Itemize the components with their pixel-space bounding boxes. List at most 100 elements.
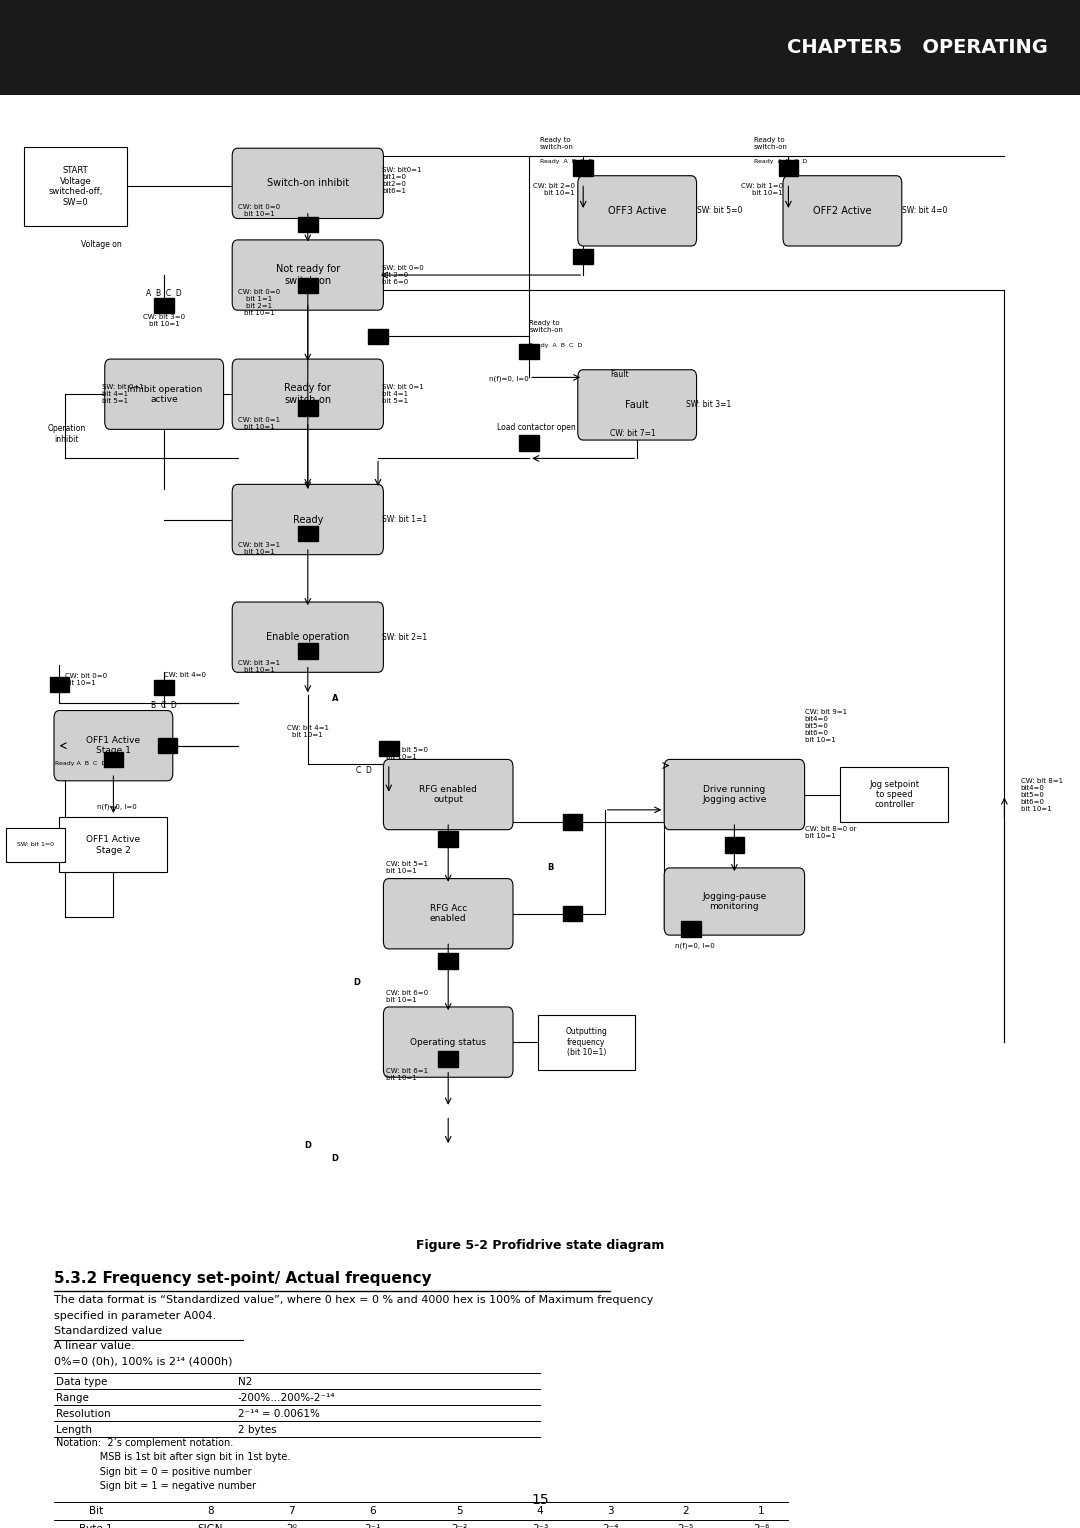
Bar <box>438 953 458 969</box>
Text: Fault: Fault <box>610 370 629 379</box>
Text: Figure 5-2 Profidrive state diagram: Figure 5-2 Profidrive state diagram <box>416 1239 664 1251</box>
Text: Jogging-pause
monitoring: Jogging-pause monitoring <box>702 892 767 911</box>
Text: D: D <box>305 1141 311 1151</box>
Text: 1: 1 <box>758 1507 765 1516</box>
Text: Ready  A  B  C  D: Ready A B C D <box>540 159 593 165</box>
Text: CW: bit 5=0
bit 10=1: CW: bit 5=0 bit 10=1 <box>386 747 428 759</box>
Bar <box>6 828 65 862</box>
Text: RFG enabled
output: RFG enabled output <box>419 785 477 804</box>
Text: Ready  A  B  C  D: Ready A B C D <box>529 342 582 348</box>
Text: CW: bit 0=0
bit 1=1
bit 2=1
bit 10=1: CW: bit 0=0 bit 1=1 bit 2=1 bit 10=1 <box>238 289 281 316</box>
Text: CW: bit 2=0
bit 10=1: CW: bit 2=0 bit 10=1 <box>532 183 575 196</box>
Text: SW: bit 0=1
bit 4=1
bit 5=1: SW: bit 0=1 bit 4=1 bit 5=1 <box>102 384 144 405</box>
Text: CW: bit 0=1
bit 10=1: CW: bit 0=1 bit 10=1 <box>238 417 281 429</box>
Text: CW: bit 4=1
bit 10=1: CW: bit 4=1 bit 10=1 <box>287 726 328 738</box>
Text: n(f)=0, I=0: n(f)=0, I=0 <box>489 376 529 382</box>
Text: 15: 15 <box>531 1493 549 1508</box>
Text: CW: bit 1=0
bit 10=1: CW: bit 1=0 bit 10=1 <box>741 183 783 196</box>
FancyBboxPatch shape <box>783 176 902 246</box>
Text: SW: bit 2=1: SW: bit 2=1 <box>382 633 428 642</box>
Text: Operation
inhibit: Operation inhibit <box>48 425 86 443</box>
Bar <box>438 831 458 847</box>
Text: n(f)=0, I=0: n(f)=0, I=0 <box>97 804 136 810</box>
FancyBboxPatch shape <box>664 868 805 935</box>
Text: 2⁻⁵: 2⁻⁵ <box>677 1525 694 1528</box>
Text: 3: 3 <box>607 1507 613 1516</box>
Text: Ready to
switch-on: Ready to switch-on <box>529 321 563 333</box>
FancyBboxPatch shape <box>232 484 383 555</box>
FancyBboxPatch shape <box>232 148 383 219</box>
Text: CW: bit 4=0: CW: bit 4=0 <box>164 672 206 678</box>
Text: A linear value.: A linear value. <box>54 1342 135 1351</box>
Text: Operating status: Operating status <box>410 1038 486 1047</box>
FancyBboxPatch shape <box>383 759 513 830</box>
Text: CW: bit 8=1
bit4=0
bit5=0
bit6=0
bit 10=1: CW: bit 8=1 bit4=0 bit5=0 bit6=0 bit 10=… <box>1021 778 1063 811</box>
Text: Load contactor open: Load contactor open <box>497 423 576 432</box>
Text: 2⁻⁶: 2⁻⁶ <box>753 1525 770 1528</box>
Bar <box>379 741 399 756</box>
Text: D: D <box>332 1154 338 1163</box>
Bar <box>158 738 177 753</box>
Text: Ready  A  B  C  D: Ready A B C D <box>754 159 807 165</box>
Text: B: B <box>548 863 554 872</box>
Text: SW: bit 4=0: SW: bit 4=0 <box>902 206 947 215</box>
Text: Resolution: Resolution <box>56 1409 111 1418</box>
Bar <box>779 160 798 176</box>
Text: CHAPTER5   OPERATING: CHAPTER5 OPERATING <box>786 38 1048 57</box>
FancyBboxPatch shape <box>383 879 513 949</box>
Text: CW: bit 0=0
bit 10=1: CW: bit 0=0 bit 10=1 <box>238 205 281 217</box>
Text: 2⁻⁴: 2⁻⁴ <box>602 1525 619 1528</box>
Bar <box>298 643 318 659</box>
Text: Outputting
frequency
(bit 10=1): Outputting frequency (bit 10=1) <box>566 1027 607 1057</box>
Text: CW: bit 3=1
bit 10=1: CW: bit 3=1 bit 10=1 <box>238 660 281 672</box>
Text: Sign bit = 0 = positive number: Sign bit = 0 = positive number <box>56 1467 252 1478</box>
Text: 2: 2 <box>683 1507 689 1516</box>
Text: SW: bit 3=1: SW: bit 3=1 <box>686 400 731 410</box>
Bar <box>368 329 388 344</box>
FancyBboxPatch shape <box>578 370 697 440</box>
FancyBboxPatch shape <box>232 240 383 310</box>
Text: A: A <box>332 694 338 703</box>
Text: Jog setpoint
to speed
controller: Jog setpoint to speed controller <box>869 779 919 810</box>
Text: specified in parameter A004.: specified in parameter A004. <box>54 1311 216 1320</box>
Text: 2 bytes: 2 bytes <box>238 1424 276 1435</box>
Text: Ready: Ready <box>293 515 323 524</box>
Bar <box>154 680 174 695</box>
Text: Bit: Bit <box>89 1507 104 1516</box>
Text: Ready for
switch-on: Ready for switch-on <box>284 384 332 405</box>
Text: Byte 1: Byte 1 <box>79 1525 113 1528</box>
Text: 0%=0 (0h), 100% is 2¹⁴ (4000h): 0%=0 (0h), 100% is 2¹⁴ (4000h) <box>54 1357 232 1366</box>
Text: MSB is 1st bit after sign bit in 1st byte.: MSB is 1st bit after sign bit in 1st byt… <box>56 1452 291 1462</box>
Text: SIGN: SIGN <box>198 1525 224 1528</box>
Text: CW: bit 6=1
bit 10=1: CW: bit 6=1 bit 10=1 <box>386 1068 428 1080</box>
Text: A  B  C  D: A B C D <box>146 289 183 298</box>
Text: Ready to
switch-on: Ready to switch-on <box>754 138 787 150</box>
Text: 5.3.2 Frequency set-point/ Actual frequency: 5.3.2 Frequency set-point/ Actual freque… <box>54 1271 432 1287</box>
Text: Enable operation: Enable operation <box>266 633 350 642</box>
Text: Range: Range <box>56 1392 89 1403</box>
Text: CW: bit 3=1
bit 10=1: CW: bit 3=1 bit 10=1 <box>238 542 281 555</box>
Bar <box>154 298 174 313</box>
Bar <box>298 217 318 232</box>
Bar <box>573 160 593 176</box>
Bar <box>50 677 69 692</box>
Bar <box>538 1015 635 1070</box>
Text: OFF1 Active
Stage 2: OFF1 Active Stage 2 <box>86 836 140 854</box>
Text: Not ready for
switch-on: Not ready for switch-on <box>275 264 340 286</box>
Text: OFF1 Active
Stage 1: OFF1 Active Stage 1 <box>86 736 140 755</box>
Text: 2⁻²: 2⁻² <box>450 1525 468 1528</box>
Text: OFF2 Active: OFF2 Active <box>813 206 872 215</box>
Bar <box>59 817 167 872</box>
Text: Notation:  2’s complement notation.: Notation: 2’s complement notation. <box>56 1438 233 1449</box>
Text: CW: bit 7=1: CW: bit 7=1 <box>610 429 656 439</box>
Text: Inhibit operation
active: Inhibit operation active <box>126 385 202 403</box>
Bar <box>519 435 539 451</box>
Bar <box>563 906 582 921</box>
Bar <box>519 344 539 359</box>
Text: 8: 8 <box>207 1507 214 1516</box>
Text: n(f)=0, I=0: n(f)=0, I=0 <box>675 943 714 949</box>
Text: START
Voltage
switched-off,
SW=0: START Voltage switched-off, SW=0 <box>49 167 103 206</box>
Text: Fault: Fault <box>625 400 649 410</box>
Bar <box>681 921 701 937</box>
FancyBboxPatch shape <box>232 602 383 672</box>
